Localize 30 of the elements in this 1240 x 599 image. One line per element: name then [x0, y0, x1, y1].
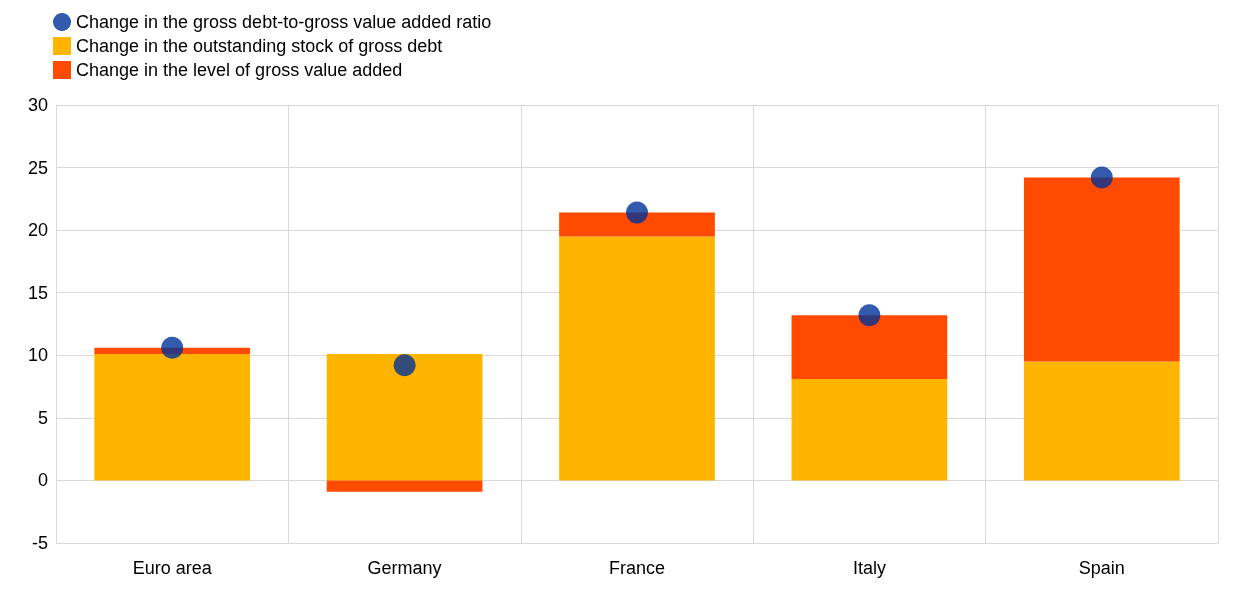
y-tick-label: 5 [37, 407, 48, 428]
bar [326, 354, 483, 481]
x-tick-label: France [608, 558, 666, 578]
bar [1023, 361, 1180, 481]
x-tick-label: Italy [852, 558, 886, 578]
legend-label: Change in the gross debt-to-gross value added ratio [76, 12, 492, 32]
bar [791, 315, 948, 380]
y-tick-label: 20 [27, 220, 48, 241]
point [161, 336, 184, 359]
bar [94, 354, 251, 481]
y-tick-label: 25 [27, 157, 48, 178]
x-tick-label: Germany [367, 558, 442, 578]
bar [326, 480, 483, 492]
legend-label: Change in the outstanding stock of gross debt [76, 36, 443, 56]
y-tick-label: 30 [27, 95, 48, 115]
y-tick-label: 0 [37, 470, 48, 491]
y-tick-label: 10 [27, 345, 48, 366]
bar [559, 212, 715, 237]
point [393, 354, 416, 377]
x-tick-label: Euro area [132, 558, 213, 578]
x-tick-label: Spain [1078, 558, 1125, 578]
y-tick-label: 15 [27, 282, 48, 303]
point [858, 304, 881, 327]
point [1090, 166, 1113, 189]
bar [559, 236, 715, 481]
y-tick-label: -5 [31, 533, 48, 553]
bar [791, 379, 948, 481]
bar [1023, 177, 1180, 362]
legend-label: Change in the level of gross value added [76, 60, 403, 80]
point [626, 201, 648, 224]
